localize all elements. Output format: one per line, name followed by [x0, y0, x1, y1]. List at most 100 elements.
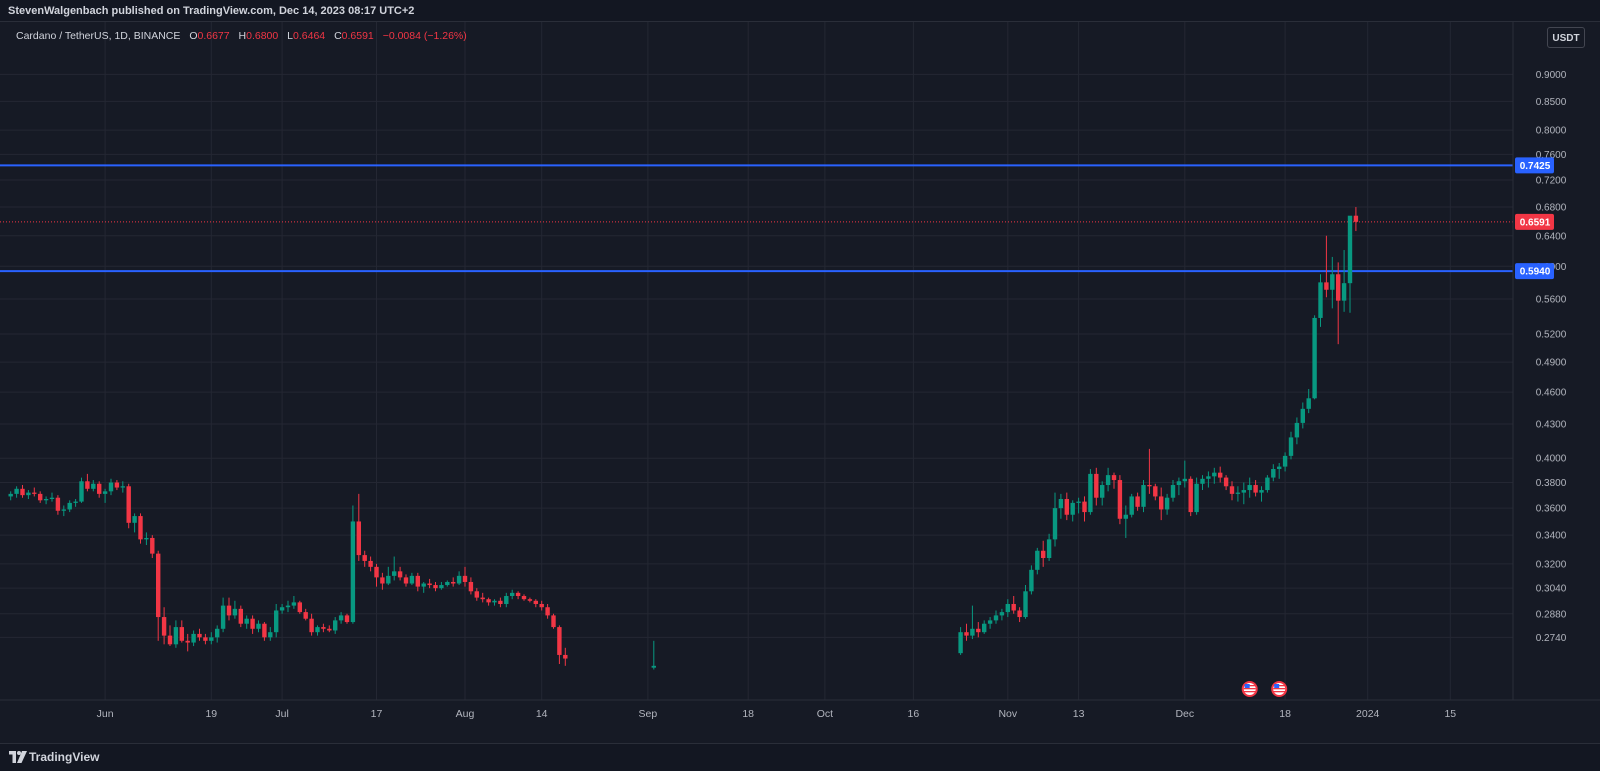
candle-body: [1206, 476, 1211, 479]
candle-body: [85, 481, 90, 489]
candle: [1294, 417, 1300, 445]
x-tick-label: Aug: [456, 708, 475, 720]
candle: [97, 481, 102, 498]
candle: [480, 592, 485, 603]
candle: [651, 640, 656, 670]
candle-body: [976, 628, 981, 633]
candle: [197, 628, 202, 641]
candle-body: [120, 486, 125, 488]
candle-body: [1164, 497, 1170, 510]
x-tick-label: 2024: [1356, 708, 1380, 720]
candle: [274, 603, 279, 638]
candle-body: [982, 623, 987, 633]
candle-body: [185, 640, 190, 643]
candle: [215, 625, 220, 643]
candle-body: [350, 521, 356, 623]
candle-body: [386, 575, 391, 584]
tradingview-logo-icon[interactable]: [9, 751, 27, 763]
candle-body: [114, 482, 120, 488]
candle: [1241, 482, 1246, 505]
candle-body: [1147, 485, 1152, 487]
candle-body: [132, 516, 137, 523]
low-value: 0.6464: [293, 30, 326, 42]
y-tick-label: 0.2880: [1536, 609, 1567, 620]
candle: [976, 622, 981, 638]
candle: [527, 597, 533, 603]
candle-body: [156, 553, 161, 618]
candle: [291, 596, 297, 609]
candle-body: [1330, 274, 1335, 290]
candle: [1253, 480, 1258, 497]
candle-body: [167, 635, 173, 645]
candle: [156, 550, 161, 641]
candlesticks: [8, 207, 1359, 670]
candle-body: [1247, 485, 1252, 491]
y-tick-label: 0.8500: [1536, 97, 1567, 108]
candle: [1129, 493, 1134, 518]
y-tick-label: 0.7600: [1536, 150, 1567, 161]
candle-body: [1041, 550, 1046, 558]
candle: [451, 577, 456, 587]
candle: [1336, 262, 1341, 345]
candle-body: [20, 488, 25, 496]
candle-body: [1170, 485, 1176, 498]
candle: [374, 563, 379, 587]
candle: [545, 603, 550, 619]
candle: [350, 505, 356, 624]
candle: [1306, 389, 1311, 414]
y-tick-label: 0.3800: [1536, 478, 1567, 489]
candle-body: [179, 627, 184, 641]
candle: [43, 496, 49, 505]
candle: [1064, 492, 1069, 521]
candle: [185, 633, 190, 652]
candle-body: [504, 596, 509, 604]
candle-body: [1200, 478, 1205, 484]
candle: [1265, 475, 1270, 493]
candle: [1105, 467, 1111, 492]
candle: [504, 592, 509, 608]
candle: [551, 613, 556, 629]
candle-body: [91, 483, 96, 489]
open-value: 0.6677: [197, 30, 230, 42]
x-tick-label: 16: [908, 708, 920, 720]
candle-body: [262, 623, 267, 638]
close-value: 0.6591: [341, 30, 374, 42]
candle-body: [409, 575, 415, 584]
candle: [1141, 480, 1146, 513]
candle-body: [1035, 550, 1040, 570]
candle-body: [492, 600, 497, 603]
candle: [114, 480, 120, 491]
candle: [1123, 505, 1128, 538]
candle: [1135, 492, 1140, 511]
candle-body: [498, 600, 503, 604]
candle: [1094, 467, 1099, 506]
candle-body: [238, 608, 243, 624]
candle: [1041, 540, 1046, 567]
candle-body: [67, 502, 72, 510]
candle-body: [970, 628, 975, 636]
candle-body: [557, 627, 562, 655]
candle: [1082, 496, 1087, 522]
candle: [1200, 475, 1205, 491]
candle: [1011, 596, 1016, 614]
candle-body: [1182, 478, 1187, 482]
candle: [1223, 475, 1229, 491]
candle: [209, 632, 214, 645]
x-tick-label: Oct: [817, 708, 833, 720]
candle: [126, 483, 131, 529]
candle-body: [1229, 486, 1235, 494]
candle-body: [197, 633, 202, 638]
candle-body: [1341, 283, 1347, 301]
candle: [108, 478, 114, 496]
candle-body: [1123, 514, 1128, 519]
candle-body: [321, 627, 326, 629]
y-tick-label: 0.4000: [1536, 454, 1567, 465]
currency-button[interactable]: USDT: [1547, 27, 1585, 48]
tradingview-brand[interactable]: TradingView: [29, 750, 100, 764]
x-tick-label: Jun: [97, 708, 114, 720]
candle: [179, 620, 184, 643]
candle: [415, 572, 420, 592]
candle-body: [274, 610, 279, 633]
candle: [1206, 471, 1211, 488]
